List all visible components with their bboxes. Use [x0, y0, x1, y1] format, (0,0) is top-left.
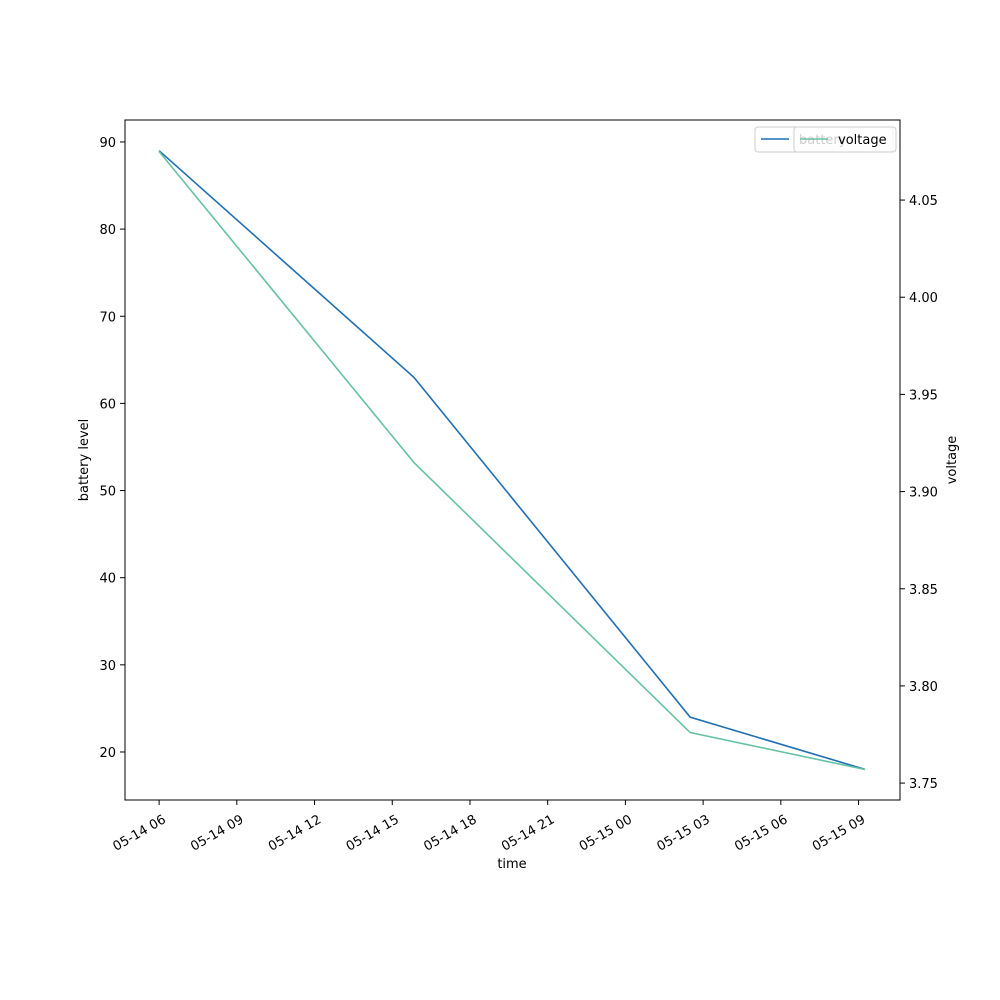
- x-tick-label: 05-14 18: [421, 812, 479, 854]
- y2-tick-label: 3.90: [909, 486, 938, 501]
- y-axis-label: battery level: [77, 419, 92, 502]
- x-tick-label: 05-14 21: [499, 812, 557, 854]
- x-tick-label: 05-14 15: [344, 812, 402, 854]
- line-series: [158, 150, 866, 771]
- y-tick-label: 40: [99, 572, 116, 587]
- y2-tick-label: 3.85: [909, 583, 938, 598]
- plot-frame: [124, 119, 901, 801]
- x-tick-label: 05-14 12: [266, 812, 324, 854]
- x-tick-label: 05-15 03: [655, 812, 713, 854]
- legend-label: voltage: [838, 133, 887, 148]
- x-tick-label: 05-14 09: [188, 812, 246, 854]
- y-tick-label: 70: [99, 310, 116, 325]
- y-tick-label: 80: [99, 223, 116, 238]
- y-tick-label: 90: [99, 136, 116, 151]
- y2-tick-label: 4.05: [909, 194, 938, 209]
- y2-tick-label: 3.80: [909, 680, 938, 695]
- x-tick-label: 05-15 06: [732, 812, 790, 854]
- x-tick-label: 05-14 06: [111, 812, 169, 854]
- x-tick-label: 05-15 00: [577, 812, 635, 854]
- y-tick-label: 50: [99, 485, 116, 500]
- x-tick-label: 05-15 09: [810, 812, 868, 854]
- line-series: [158, 150, 866, 771]
- y2-tick-label: 3.75: [909, 777, 938, 792]
- y2-axis-label: voltage: [945, 436, 960, 485]
- y-tick-label: 60: [99, 397, 116, 412]
- x-axis-label: time: [497, 857, 526, 872]
- y2-tick-label: 4.00: [909, 291, 938, 306]
- y-tick-label: 30: [99, 659, 116, 674]
- y2-tick-label: 3.95: [909, 388, 938, 403]
- legend-box: [793, 126, 897, 153]
- y-tick-label: 20: [99, 746, 116, 761]
